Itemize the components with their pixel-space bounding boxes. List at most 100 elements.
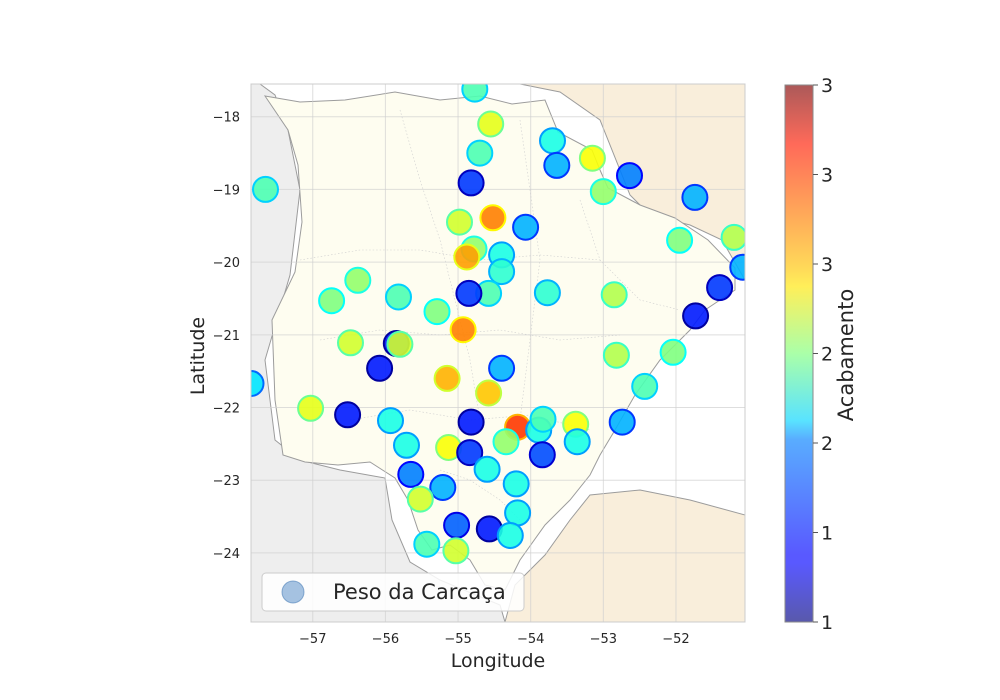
- scatter-point: [528, 441, 556, 469]
- scatter-point: [443, 511, 471, 539]
- scatter-point: [473, 455, 501, 483]
- scatter-point: [616, 162, 643, 190]
- scatter-point: [682, 302, 710, 330]
- scatter-point: [666, 226, 694, 254]
- scatter-point: [631, 372, 659, 400]
- scatter-point: [251, 370, 265, 397]
- scatter-point: [337, 329, 364, 357]
- scatter-point: [385, 283, 412, 311]
- plot-area: [250, 83, 746, 623]
- colorbar-tick-label: 2: [821, 344, 833, 366]
- y-tick-label: −22: [213, 402, 240, 417]
- y-tick-label: −23: [213, 474, 240, 489]
- colorbar-tick-label: 3: [821, 165, 833, 187]
- y-tick-label: −21: [213, 329, 240, 344]
- scatter-point: [406, 485, 434, 513]
- scatter-point: [366, 354, 394, 382]
- scatter-point: [344, 266, 372, 294]
- colorbar: 1 1 2 2 3 3 3 Acabamento: [784, 75, 858, 634]
- map-neighbor-states: [504, 84, 745, 622]
- map-state-ms: [263, 91, 736, 591]
- x-tick-label: −53: [590, 632, 617, 647]
- colorbar-ticks: 1 1 2 2 3 3 3: [813, 75, 833, 634]
- y-tick-label: −19: [213, 183, 240, 198]
- scatter-point: [252, 175, 279, 203]
- scatter-point: [442, 537, 470, 565]
- grid: [251, 84, 745, 622]
- scatter-point: [397, 460, 425, 488]
- y-tick-label: −20: [213, 256, 240, 271]
- scatter-point: [488, 354, 516, 382]
- y-tick-label: −18: [213, 111, 240, 126]
- scatter-point: [492, 428, 520, 456]
- scatter-point: [318, 287, 346, 315]
- y-axis-label: Latitude: [187, 317, 209, 395]
- colorbar-tick-label: 1: [821, 523, 833, 545]
- scatter-point: [477, 110, 505, 138]
- map: [251, 84, 745, 622]
- colorbar-gradient: [785, 85, 813, 622]
- x-tick-label: −55: [444, 632, 471, 647]
- scatter-points: [251, 84, 745, 565]
- scatter-point: [334, 401, 362, 429]
- scatter-point: [423, 298, 451, 326]
- scatter-point: [602, 341, 630, 369]
- scatter-point: [720, 223, 745, 251]
- scatter-point: [457, 408, 485, 436]
- scatter-point: [563, 428, 591, 456]
- scatter-point: [446, 208, 473, 236]
- colorbar-tick-label: 2: [821, 433, 833, 455]
- scatter-point: [496, 522, 524, 549]
- x-tick-label: −57: [299, 632, 326, 647]
- scatter-point: [488, 258, 516, 286]
- scatter-point: [461, 84, 489, 103]
- legend-box: [261, 572, 525, 612]
- scatter-point: [377, 407, 404, 435]
- scatter-point: [539, 127, 566, 155]
- colorbar-tick-label: 1: [821, 612, 833, 634]
- x-tick-label: −56: [372, 632, 399, 647]
- legend-marker: [281, 580, 305, 604]
- colorbar-tick-label: 3: [821, 254, 833, 276]
- x-tick-label: −54: [517, 632, 544, 647]
- scatter-point: [297, 394, 325, 422]
- scatter-point: [504, 499, 532, 527]
- axes-frame: [250, 83, 746, 623]
- y-tick-labels: −18 −19 −20 −21 −22 −23 −24: [213, 111, 240, 562]
- colorbar-label: Acabamento: [834, 289, 858, 421]
- scatter-point: [512, 213, 540, 241]
- scatter-point: [456, 439, 484, 467]
- scatter-point: [659, 338, 687, 366]
- scatter-point: [455, 279, 483, 307]
- scatter-point: [429, 474, 457, 501]
- scatter-point: [706, 274, 734, 302]
- scatter-point: [475, 379, 503, 407]
- scatter-point: [449, 316, 477, 344]
- scatter-point: [433, 364, 461, 392]
- scatter-point: [589, 178, 617, 206]
- legend-label: Peso da Carcaça: [333, 580, 506, 604]
- scatter-point: [608, 408, 636, 436]
- scatter-point: [413, 530, 441, 558]
- scatter-point: [393, 431, 420, 459]
- scatter-point: [386, 330, 414, 358]
- scatter-point: [502, 470, 530, 498]
- x-tick-labels: −57 −56 −55 −54 −53 −52: [299, 632, 690, 647]
- scatter-point: [600, 281, 628, 309]
- scatter-point: [466, 139, 494, 167]
- scatter-point: [479, 204, 507, 232]
- scatter-point: [533, 279, 561, 307]
- scatter-point: [578, 144, 606, 172]
- scatter-point: [453, 243, 481, 271]
- y-tick-label: −24: [213, 547, 240, 562]
- legend: Peso da Carcaça: [261, 572, 525, 612]
- scatter-point: [681, 183, 709, 211]
- x-axis-label: Longitude: [451, 650, 546, 672]
- scatter-point: [529, 405, 557, 433]
- x-tick-label: −52: [662, 632, 689, 647]
- colorbar-tick-label: 3: [821, 75, 833, 97]
- scatter-point: [543, 151, 571, 179]
- scatter-point: [457, 169, 485, 197]
- scatter-point: [729, 253, 745, 281]
